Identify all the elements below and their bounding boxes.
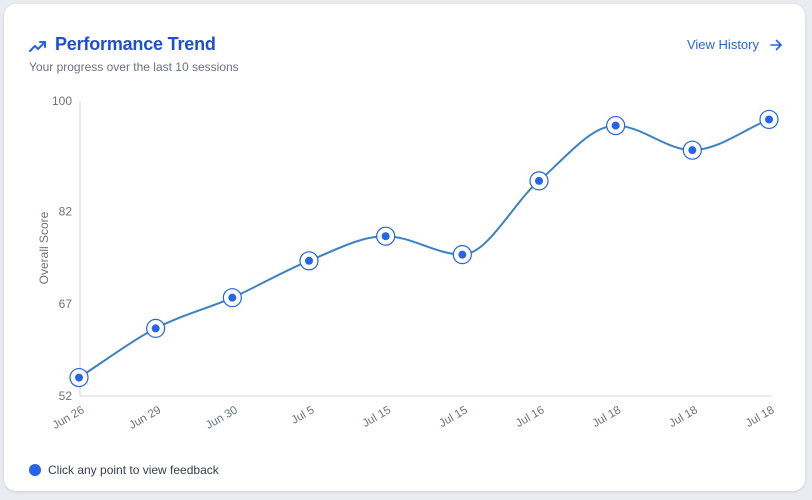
data-point-dot — [611, 121, 620, 130]
legend-text: Click any point to view feedback — [48, 463, 219, 477]
data-point-9[interactable] — [759, 109, 779, 130]
trending-up-icon — [29, 41, 46, 52]
x-tick-label: Jun 29 — [127, 404, 163, 432]
series-line — [78, 118, 770, 379]
y-axis-label: Overall Score — [37, 211, 51, 284]
x-tick-label: Jun 26 — [51, 404, 87, 432]
performance-line-chart: 52 67 82 100 Jun 26 Jun 29 Jun 30 Jul 5 Jul 15 J… — [37, 94, 779, 432]
data-point-6[interactable] — [529, 171, 549, 191]
data-point-dot — [381, 232, 390, 241]
legend: Click any point to view feedback — [29, 463, 219, 477]
data-point-2[interactable] — [222, 288, 242, 308]
data-point-dot — [151, 324, 160, 333]
data-point-dot — [305, 256, 313, 265]
data-point-dot — [765, 115, 773, 124]
data-point-dot — [228, 293, 237, 302]
arrow-right-icon — [770, 39, 782, 50]
x-tick-label: Jul 5 — [289, 404, 316, 427]
x-tick-label: Jun 30 — [204, 404, 240, 432]
data-point-4[interactable] — [376, 226, 396, 246]
data-point-dot — [688, 146, 697, 155]
x-tick-label: Jul 18 — [591, 404, 624, 430]
x-tick-label: Jul 18 — [744, 404, 777, 430]
data-point-dot — [75, 373, 83, 382]
chart-title: Performance Trend — [55, 34, 216, 54]
data-point-3[interactable] — [299, 251, 319, 271]
y-tick-label: 82 — [59, 205, 73, 219]
data-point-5[interactable] — [452, 245, 472, 265]
legend-dot-icon — [29, 464, 41, 476]
data-point-dot — [458, 250, 467, 259]
x-tick-label: Jul 18 — [667, 404, 700, 430]
y-tick-label: 67 — [59, 297, 73, 311]
data-point-0[interactable] — [69, 367, 89, 388]
x-tick-label: Jul 16 — [514, 404, 547, 430]
data-point-8[interactable] — [682, 140, 702, 160]
y-tick-label: 52 — [59, 389, 73, 403]
chart-subtitle: Your progress over the last 10 sessions — [29, 60, 239, 74]
x-tick-label: Jul 15 — [361, 404, 394, 430]
y-tick-label: 100 — [52, 94, 72, 108]
data-point-dot — [535, 176, 543, 185]
performance-card: Performance Trend Your progress over the… — [4, 4, 805, 491]
view-history-label: View History — [686, 37, 759, 52]
x-tick-label: Jul 15 — [437, 404, 470, 430]
data-point-7[interactable] — [606, 115, 626, 136]
data-point-1[interactable] — [146, 318, 166, 338]
view-history-link[interactable]: View History — [687, 37, 783, 52]
